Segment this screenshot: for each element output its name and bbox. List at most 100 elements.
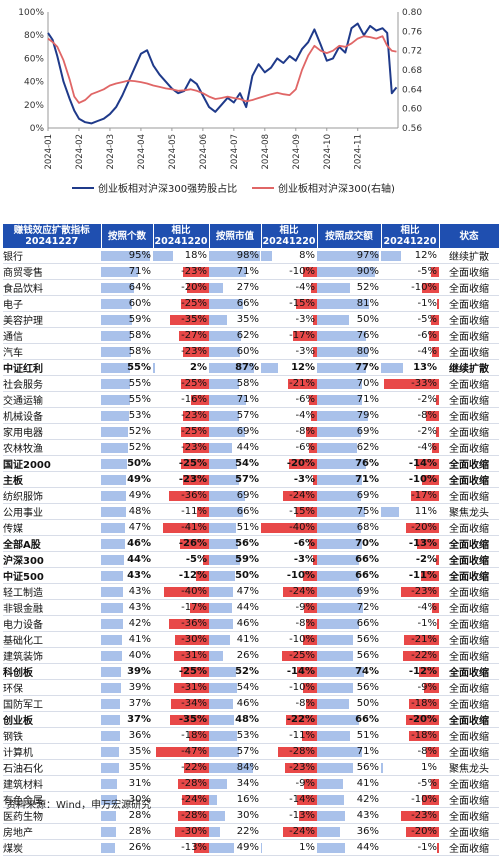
value-label: 69% bbox=[236, 425, 259, 437]
value-cell: 41% bbox=[101, 631, 153, 648]
table-row: 交通运输 55% -16% 71% -6% 71% -2% 全面收缩 bbox=[3, 391, 499, 408]
change-label: 12% bbox=[291, 361, 315, 373]
status-cell: 继续扩散 bbox=[439, 248, 499, 264]
change-bar bbox=[405, 714, 439, 725]
value-bar bbox=[317, 522, 361, 533]
change-label: 13% bbox=[413, 361, 437, 373]
value-cell: 80% bbox=[317, 343, 381, 360]
value-bar bbox=[209, 538, 239, 549]
change-label: -13% bbox=[181, 841, 207, 853]
value-bar bbox=[317, 394, 363, 405]
value-cell: 64% bbox=[101, 279, 153, 296]
value-label: 62% bbox=[356, 441, 379, 453]
legend-label-strong-share: 创业板相对沪深300强势股占比 bbox=[98, 184, 238, 195]
value-label: 98% bbox=[236, 249, 259, 261]
value-cell: 53% bbox=[209, 727, 261, 744]
change-bar bbox=[181, 426, 209, 437]
change-cell: 12% bbox=[381, 248, 439, 264]
change-label: -17% bbox=[289, 329, 315, 341]
value-cell: 56% bbox=[317, 679, 381, 696]
value-label: 36% bbox=[356, 825, 379, 837]
change-cell: 13% bbox=[381, 359, 439, 376]
change-label: -24% bbox=[289, 585, 315, 597]
change-label: -17% bbox=[411, 489, 437, 501]
value-cell: 50% bbox=[101, 455, 153, 472]
table-row: 国防军工 37% -34% 46% -8% 50% -18% 全面收缩 bbox=[3, 695, 499, 712]
change-cell: -21% bbox=[261, 375, 317, 392]
value-cell: 41% bbox=[209, 631, 261, 648]
value-label: 75% bbox=[356, 505, 379, 517]
y-left-tick-label: 20% bbox=[24, 101, 44, 111]
change-bar bbox=[301, 730, 317, 741]
change-label: -10% bbox=[289, 681, 315, 693]
table-row: 基础化工 41% -30% 41% -10% 56% -21% 全面收缩 bbox=[3, 631, 499, 648]
change-label: -2% bbox=[415, 553, 437, 565]
col-header-mktcap: 按照市值 bbox=[209, 224, 262, 248]
change-label: -5% bbox=[417, 265, 437, 277]
value-bar bbox=[209, 618, 233, 629]
value-bar bbox=[317, 506, 365, 517]
change-label: 1% bbox=[299, 841, 315, 853]
value-bar bbox=[209, 810, 225, 821]
value-cell: 58% bbox=[101, 343, 153, 360]
value-bar bbox=[101, 842, 115, 853]
status-cell: 全面收缩 bbox=[439, 631, 499, 648]
change-cell: -3% bbox=[261, 551, 317, 568]
change-bar bbox=[183, 474, 209, 485]
change-bar bbox=[312, 346, 317, 357]
change-cell: -14% bbox=[381, 455, 439, 472]
value-cell: 49% bbox=[101, 487, 153, 504]
row-name: 创业板 bbox=[3, 711, 101, 728]
value-cell: 57% bbox=[209, 743, 261, 760]
value-cell: 35% bbox=[101, 759, 153, 776]
value-label: 43% bbox=[356, 809, 379, 821]
change-label: -31% bbox=[181, 681, 207, 693]
change-bar bbox=[189, 602, 209, 613]
value-cell: 43% bbox=[317, 807, 381, 824]
value-bar bbox=[317, 618, 360, 629]
table-row: 汽车 58% -23% 60% -3% 80% -4% 全面收缩 bbox=[3, 343, 499, 360]
value-label: 59% bbox=[235, 553, 259, 565]
table-row: 创业板 37% -35% 48% -22% 66% -20% 全面收缩 bbox=[3, 711, 499, 728]
change-cell: -8% bbox=[261, 423, 317, 440]
change-bar bbox=[297, 794, 317, 805]
row-name: 电子 bbox=[3, 295, 101, 312]
value-bar bbox=[317, 746, 363, 757]
change-label: -23% bbox=[181, 265, 207, 277]
change-bar bbox=[417, 538, 439, 549]
table-row: 家用电器 52% -25% 69% -8% 69% -2% 全面收缩 bbox=[3, 423, 499, 440]
change-cell: -10% bbox=[381, 791, 439, 808]
row-name: 计算机 bbox=[3, 743, 101, 760]
value-label: 51% bbox=[356, 729, 379, 741]
value-bar bbox=[317, 762, 353, 773]
change-label: -6% bbox=[293, 537, 315, 549]
value-bar bbox=[101, 458, 127, 469]
value-label: 66% bbox=[356, 617, 379, 629]
value-cell: 26% bbox=[209, 647, 261, 664]
legend-swatch-blue bbox=[72, 186, 94, 189]
col-header-status: 状态 bbox=[439, 224, 500, 248]
change-cell: -5% bbox=[381, 311, 439, 328]
change-bar bbox=[284, 762, 317, 773]
change-bar bbox=[381, 506, 400, 517]
x-tick-label: 2024-03 bbox=[106, 134, 116, 170]
value-label: 16% bbox=[236, 793, 259, 805]
change-cell: -23% bbox=[153, 343, 209, 360]
value-label: 47% bbox=[236, 585, 259, 597]
value-bar bbox=[101, 554, 124, 565]
legend-item-relative: 创业板相对沪深300(右轴) bbox=[252, 180, 395, 195]
value-cell: 60% bbox=[101, 295, 153, 312]
change-label: -28% bbox=[181, 777, 207, 789]
value-cell: 44% bbox=[209, 599, 261, 616]
change-label: -10% bbox=[411, 793, 437, 805]
change-cell: -1% bbox=[381, 295, 439, 312]
table-row: 电子 60% -25% 66% -15% 81% -1% 全面收缩 bbox=[3, 295, 499, 312]
value-label: 30% bbox=[128, 793, 151, 805]
change-label: -10% bbox=[408, 473, 437, 485]
value-label: 35% bbox=[236, 313, 259, 325]
value-label: 57% bbox=[235, 473, 259, 485]
change-cell: -13% bbox=[153, 839, 209, 856]
value-label: 47% bbox=[128, 521, 151, 533]
status-cell: 全面收缩 bbox=[439, 823, 499, 840]
change-cell: 8% bbox=[261, 248, 317, 264]
